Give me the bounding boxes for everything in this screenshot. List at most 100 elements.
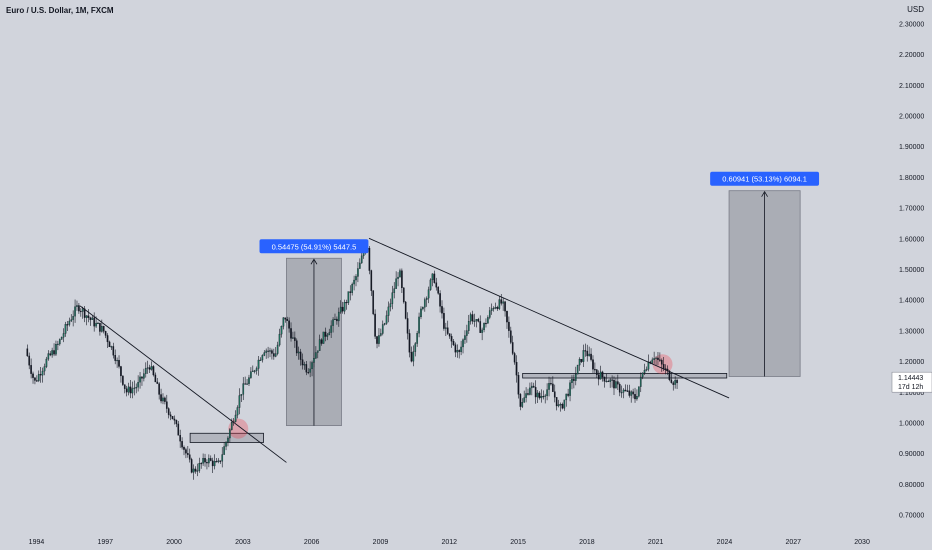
candle xyxy=(412,351,415,362)
x-tick-label: 2018 xyxy=(579,539,595,546)
candle xyxy=(393,288,396,293)
candle xyxy=(347,291,350,303)
candle xyxy=(79,310,82,313)
candle xyxy=(255,368,258,371)
candle xyxy=(280,326,283,335)
candle xyxy=(460,346,462,353)
candle xyxy=(215,461,218,463)
candle xyxy=(313,358,315,363)
candle xyxy=(620,392,623,394)
candle xyxy=(601,371,604,378)
candle xyxy=(437,287,440,294)
candles-group xyxy=(26,245,678,480)
support-zone xyxy=(189,432,264,443)
candle xyxy=(236,407,239,416)
y-tick-label: 0.80000 xyxy=(899,482,924,489)
candle xyxy=(112,346,115,356)
candle xyxy=(611,379,613,381)
candle xyxy=(628,390,631,396)
candle xyxy=(164,397,166,402)
candle xyxy=(299,351,302,360)
y-tick-label: 2.30000 xyxy=(899,21,924,28)
candle xyxy=(578,358,581,366)
candle xyxy=(414,343,417,352)
candle xyxy=(651,359,654,364)
candle xyxy=(332,319,334,326)
candle xyxy=(36,380,38,382)
candle xyxy=(345,302,348,304)
candle xyxy=(355,276,357,281)
candle xyxy=(284,317,287,320)
candle xyxy=(219,460,222,462)
candle xyxy=(150,366,153,370)
candle xyxy=(91,317,94,320)
candle xyxy=(34,377,36,381)
candle xyxy=(339,306,342,313)
x-tick-label: 2000 xyxy=(166,539,182,546)
candle xyxy=(290,328,292,339)
candle xyxy=(483,322,485,331)
candle xyxy=(181,441,183,448)
candle xyxy=(536,392,539,398)
candle xyxy=(617,381,619,385)
candle xyxy=(221,454,224,462)
candle xyxy=(655,357,657,359)
candle xyxy=(477,319,480,322)
y-tick-label: 1.10000 xyxy=(899,390,924,397)
candle xyxy=(471,314,474,322)
y-tick-label: 1.40000 xyxy=(899,298,924,305)
candle xyxy=(57,343,59,345)
candle xyxy=(162,397,164,402)
candle xyxy=(160,394,162,402)
candle xyxy=(208,458,210,464)
candle xyxy=(559,404,562,406)
candle xyxy=(265,350,268,353)
candle xyxy=(26,348,29,357)
candle xyxy=(439,293,441,307)
candle xyxy=(257,359,260,369)
candle xyxy=(513,353,516,363)
candle xyxy=(643,370,646,373)
candle xyxy=(462,339,464,348)
candle xyxy=(532,385,535,388)
candle xyxy=(668,370,671,381)
candle xyxy=(641,372,644,378)
candle xyxy=(122,375,124,385)
candle xyxy=(538,392,541,399)
candle xyxy=(597,374,600,380)
candle xyxy=(76,305,78,307)
candle xyxy=(540,396,543,399)
candle xyxy=(316,350,319,353)
candle xyxy=(66,324,69,326)
candle xyxy=(381,324,384,334)
candle xyxy=(659,359,661,361)
candle xyxy=(508,321,510,331)
candle xyxy=(464,335,466,340)
candle xyxy=(509,330,512,343)
candle xyxy=(374,313,376,337)
candle xyxy=(336,318,338,322)
candle xyxy=(586,350,589,357)
candle xyxy=(548,383,550,390)
candle xyxy=(217,460,220,462)
candle xyxy=(563,399,566,409)
candle xyxy=(167,408,170,415)
candle xyxy=(515,362,518,376)
y-tick-label: 1.60000 xyxy=(899,236,924,243)
candle xyxy=(99,322,101,332)
candle xyxy=(584,350,587,352)
currency-label: USD xyxy=(907,5,924,14)
y-tick-label: 1.80000 xyxy=(899,175,924,182)
candle xyxy=(672,382,675,385)
candle xyxy=(102,325,105,332)
candle xyxy=(456,350,459,353)
candle xyxy=(592,359,594,370)
candle xyxy=(110,346,113,348)
candle xyxy=(494,307,497,309)
x-tick-label: 2003 xyxy=(235,539,251,546)
candle xyxy=(638,386,640,397)
candle xyxy=(196,470,199,472)
candle xyxy=(425,297,428,300)
candle xyxy=(406,318,409,334)
